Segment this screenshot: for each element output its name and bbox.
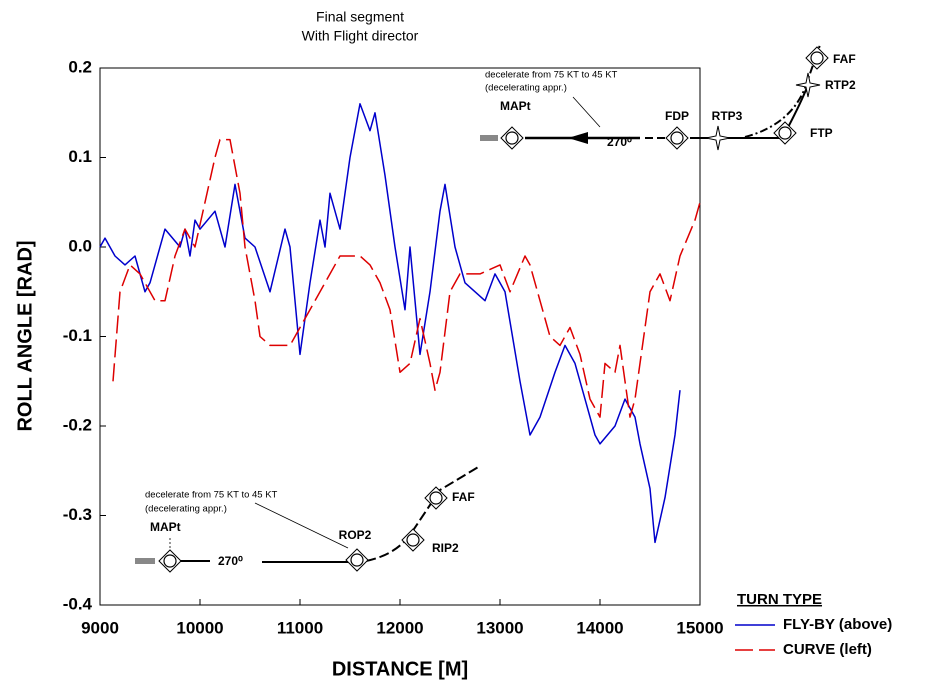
waypoint (345, 548, 369, 572)
pointer (254, 502, 349, 549)
note: decelerate from 75 KT to 45 KT (145, 490, 278, 501)
legend-label: CURVE (left) (783, 641, 872, 658)
x-tick-label: 10000 (176, 618, 223, 637)
pointer (572, 96, 601, 128)
x-tick-label: 15000 (676, 618, 723, 637)
y-tick-label: 0.2 (68, 57, 92, 76)
track (365, 465, 481, 562)
y-tick-label: 0.0 (68, 236, 92, 255)
runway (135, 558, 155, 564)
series-line (99, 103, 681, 544)
label: MAPt (150, 520, 181, 534)
top-inset: decelerate from 75 KT to 45 KT (decelera… (480, 44, 856, 151)
y-tick-label: -0.4 (63, 594, 93, 613)
label: 270⁰ (607, 135, 632, 149)
x-tick-label: 9000 (81, 618, 119, 637)
waypoint (805, 46, 829, 70)
label: RTP3 (712, 109, 743, 123)
label: MAPt (500, 99, 531, 113)
note: (decelerating appr.) (485, 83, 567, 94)
runway (480, 135, 498, 141)
waypoint (705, 125, 731, 151)
label: ROP2 (339, 528, 372, 542)
label: FDP (665, 109, 689, 123)
x-tick-label: 11000 (277, 618, 323, 637)
waypoint (773, 121, 797, 145)
waypoint (665, 126, 689, 150)
label: FTP (810, 126, 833, 140)
y-tick-label: 0.1 (68, 147, 92, 166)
chart-title: Final segment (316, 9, 404, 25)
label: FAF (452, 490, 475, 504)
waypoint (401, 528, 425, 552)
label: RIP2 (432, 541, 459, 555)
arrow (568, 132, 588, 144)
chart-subtitle: With Flight director (302, 28, 419, 44)
waypoint (795, 72, 821, 98)
y-tick-label: -0.2 (63, 415, 92, 434)
waypoint (158, 549, 182, 573)
x-tick-label: 12000 (376, 618, 423, 637)
x-tick-label: 14000 (576, 618, 623, 637)
y-tick-label: -0.1 (63, 326, 92, 345)
waypoint (500, 126, 524, 150)
series-line (112, 138, 701, 418)
y-axis-title: ROLL ANGLE [RAD] (14, 240, 36, 431)
waypoint (424, 486, 448, 510)
x-axis-title: DISTANCE [M] (332, 658, 468, 680)
legend-label: FLY-BY (above) (783, 616, 892, 633)
bottom-inset: decelerate from 75 KT to 45 KT (decelera… (135, 465, 481, 573)
x-tick-label: 13000 (476, 618, 523, 637)
label: FAF (833, 52, 856, 66)
note: (decelerating appr.) (145, 504, 227, 515)
note: decelerate from 75 KT to 45 KT (485, 70, 618, 81)
legend-title: TURN TYPE (737, 591, 822, 608)
y-tick-label: -0.3 (63, 505, 92, 524)
label: 270⁰ (218, 554, 243, 568)
label: RTP2 (825, 78, 856, 92)
